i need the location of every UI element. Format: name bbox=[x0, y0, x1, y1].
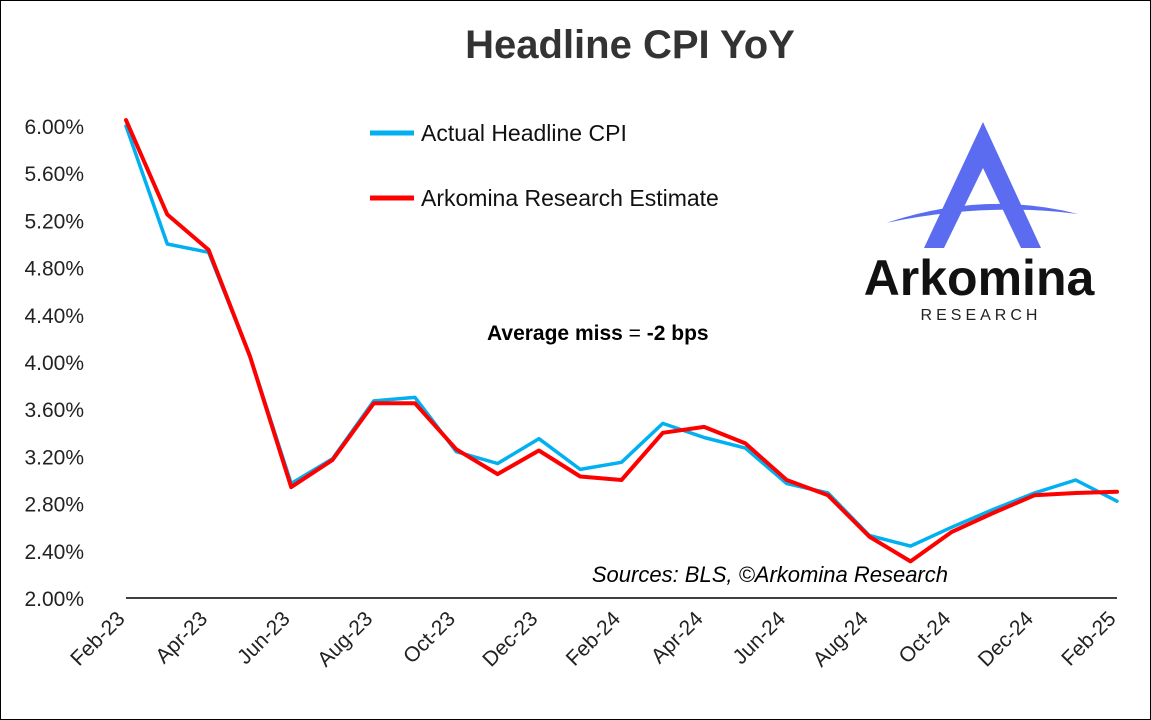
y-tick-label: 3.60% bbox=[24, 399, 84, 422]
x-tick-label: Aug-24 bbox=[809, 607, 873, 671]
sources-note: Sources: BLS, ©Arkomina Research bbox=[592, 562, 948, 587]
logo-subtitle: RESEARCH bbox=[921, 307, 1042, 324]
x-tick-label: Feb-25 bbox=[1057, 607, 1120, 670]
x-tick-label: Feb-24 bbox=[562, 607, 626, 671]
y-tick-label: 3.20% bbox=[24, 446, 84, 469]
y-tick-label: 4.40% bbox=[24, 305, 84, 328]
y-axis: 2.00% 2.40% 2.80% 3.20% 3.60% 4.00% 4.40% 4.80%… bbox=[24, 116, 84, 611]
x-tick-label: Jun-23 bbox=[233, 607, 295, 669]
arkomina-logo: Arkomina RESEARCH bbox=[864, 122, 1096, 324]
x-tick-label: Feb-23 bbox=[66, 607, 129, 670]
x-tick-label: Apr-23 bbox=[151, 607, 212, 668]
logo-triangle-icon bbox=[924, 122, 1041, 248]
y-tick-label: 2.40% bbox=[24, 541, 84, 564]
y-tick-label: 2.80% bbox=[24, 494, 84, 517]
y-tick-label: 4.00% bbox=[24, 352, 84, 375]
chart-title: Headline CPI YoY bbox=[465, 23, 795, 67]
series-layer bbox=[124, 118, 1119, 564]
legend-item-estimate: Arkomina Research Estimate bbox=[370, 185, 719, 211]
logo-swoosh-icon bbox=[886, 203, 1078, 223]
x-axis: Feb-23 Apr-23 Jun-23 Aug-23 Oct-23 Dec-23 Feb-… bbox=[66, 597, 1121, 671]
legend-item-actual: Actual Headline CPI bbox=[370, 120, 627, 146]
y-tick-label: 4.80% bbox=[24, 258, 84, 281]
y-tick-label: 5.20% bbox=[24, 210, 84, 233]
average-miss-annotation: Average miss = -2 bps bbox=[487, 322, 709, 345]
y-tick-label: 2.00% bbox=[24, 588, 84, 611]
average-miss-label: Average miss bbox=[487, 322, 623, 345]
average-miss-value: -2 bps bbox=[647, 322, 709, 345]
x-tick-label: Dec-23 bbox=[478, 607, 542, 671]
x-tick-label: Oct-23 bbox=[399, 607, 460, 668]
y-tick-label: 6.00% bbox=[24, 116, 84, 139]
series-line-estimate bbox=[124, 118, 1119, 564]
x-tick-label: Jun-24 bbox=[729, 607, 791, 669]
x-tick-label: Apr-24 bbox=[647, 607, 708, 668]
legend-label-actual: Actual Headline CPI bbox=[421, 120, 627, 146]
x-tick-label: Dec-24 bbox=[974, 607, 1038, 671]
legend: Actual Headline CPI Arkomina Research Es… bbox=[370, 120, 719, 211]
logo-wordmark: Arkomina bbox=[864, 250, 1096, 306]
average-miss-separator: = bbox=[623, 322, 647, 345]
legend-label-estimate: Arkomina Research Estimate bbox=[421, 185, 719, 211]
y-tick-label: 5.60% bbox=[24, 163, 84, 186]
x-tick-label: Oct-24 bbox=[895, 607, 956, 668]
x-tick-label: Aug-23 bbox=[313, 607, 377, 671]
